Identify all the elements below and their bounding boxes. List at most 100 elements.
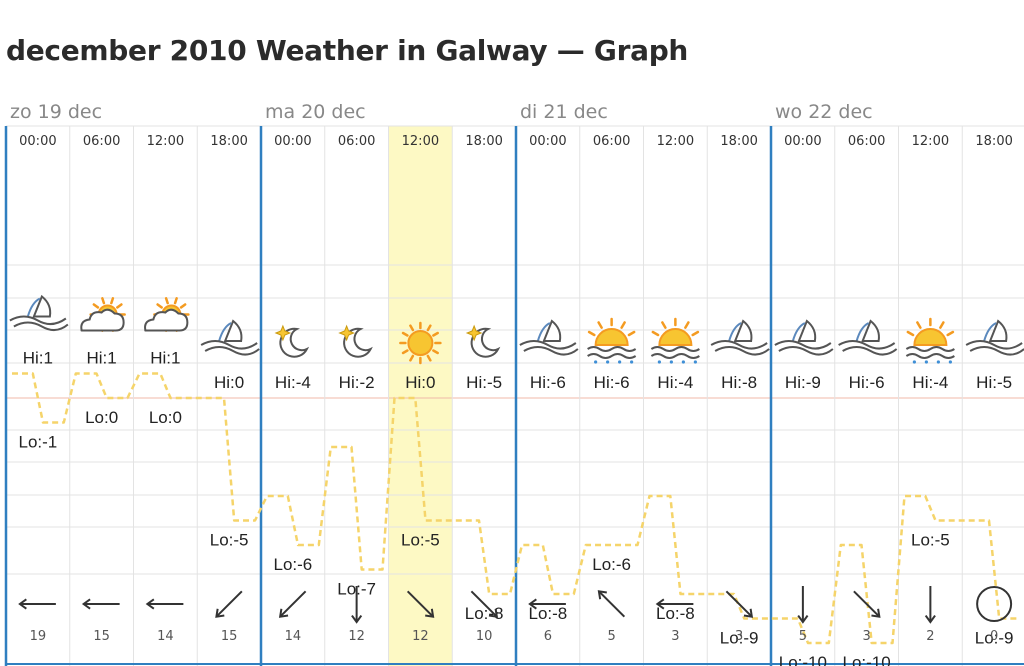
lo-temp-label: Lo:-10 [843, 653, 891, 666]
wind-speed-label: 5 [607, 629, 615, 644]
sun-ray [620, 321, 626, 329]
sun-ray [409, 324, 415, 332]
arrow-shaft [470, 590, 498, 618]
night-cloud-icon [774, 319, 834, 356]
lo-temp-label: Lo:-6 [274, 555, 313, 574]
time-label: 06:00 [338, 134, 375, 149]
lo-temp-label: Lo:-8 [656, 604, 695, 623]
time-label: 00:00 [529, 134, 566, 149]
time-label: 12:00 [912, 134, 949, 149]
sail-shape [733, 319, 753, 342]
time-label: 06:00 [83, 134, 120, 149]
time-label: 12:00 [402, 134, 439, 149]
hi-temp-label: Hi:1 [23, 349, 53, 368]
time-label: 18:00 [720, 134, 757, 149]
lo-temp-label: Lo:0 [149, 408, 182, 427]
wave-line [774, 340, 832, 350]
sunrise-icon [650, 317, 700, 364]
sun-ray [156, 303, 163, 309]
sun-ray [939, 321, 945, 329]
sun-ray [92, 303, 100, 309]
wind-speed-label: 12 [412, 629, 429, 644]
lo-temp-label: Lo:-5 [401, 531, 440, 550]
sun-ray [661, 321, 667, 329]
sail-accent [536, 322, 551, 342]
sun-ray [116, 303, 123, 309]
sail-accent [983, 322, 997, 342]
sail-accent [791, 322, 806, 342]
arrow-head [488, 608, 499, 618]
sun-ray [627, 330, 636, 337]
arrow-head [871, 608, 881, 618]
sun-ray [110, 297, 115, 305]
lo-temp-label: Lo:-1 [19, 433, 58, 452]
lo-temp-label: Lo:-10 [779, 653, 827, 666]
time-label: 06:00 [593, 134, 630, 149]
sun-ray [173, 297, 178, 305]
wind-speed-label: 14 [157, 629, 174, 644]
time-label: 00:00 [19, 134, 56, 149]
sun-icon [399, 321, 442, 365]
sun-ray [916, 321, 922, 329]
droplet-dot [618, 360, 622, 364]
sail-shape [797, 319, 817, 342]
weather-graph: zo 19 dec ma 20 dec di 21 dec wo 22 dec 00:0… [4, 101, 1024, 666]
sun-ray [409, 354, 415, 362]
wind-arrow-icon [853, 590, 881, 618]
lo-temp-label: Lo:-5 [911, 531, 950, 550]
droplet-dot [657, 360, 661, 364]
arrow-head [797, 614, 809, 624]
sun-ray [597, 321, 603, 329]
sun-ray [401, 331, 409, 337]
wave-line [13, 321, 69, 331]
sun-ray [426, 324, 432, 332]
wave-line [650, 346, 700, 352]
sail-accent [26, 297, 41, 317]
wind-speed-label: 15 [93, 629, 110, 644]
time-label: 18:00 [465, 134, 502, 149]
wind-speed-label: 14 [285, 629, 302, 644]
wave-line [9, 315, 67, 325]
night-cloud-icon [838, 319, 898, 356]
wave-line [905, 353, 955, 359]
arrow-head [743, 608, 754, 618]
wave-line [204, 346, 260, 356]
arrow-shaft [215, 590, 243, 618]
wind-arrow-icon [725, 590, 754, 618]
night-cloud-icon [519, 319, 579, 356]
page-title: december 2010 Weather in Galway — Graph [6, 34, 689, 67]
lo-temp-label: Lo:-6 [592, 555, 631, 574]
sun-ray [401, 349, 409, 355]
moon-icon [465, 324, 501, 358]
lo-temp-label: Lo:-5 [210, 531, 249, 550]
sun-ray [906, 330, 915, 337]
wind-arrow-icon [18, 598, 56, 610]
half-sun [913, 328, 948, 346]
sail-shape [223, 319, 243, 342]
day-label: di 21 dec [520, 101, 608, 123]
time-label: 06:00 [848, 134, 885, 149]
sail-accent [855, 322, 870, 342]
cloud-shape [80, 308, 125, 332]
wind-arrow-icon [924, 586, 936, 624]
half-sun [658, 328, 693, 346]
wind-arrow-icon [976, 586, 1013, 622]
droplet-dot [912, 360, 916, 364]
day-label: ma 20 dec [265, 101, 366, 123]
sail-shape [988, 319, 1008, 342]
arrow-head [924, 614, 936, 624]
wind-arrow-icon [470, 590, 499, 618]
time-label: 00:00 [274, 134, 311, 149]
time-label: 18:00 [975, 134, 1012, 149]
lo-temp-label: Lo:-8 [529, 604, 568, 623]
arrow-head [215, 608, 225, 618]
wind-speed-label: 3 [735, 629, 743, 644]
droplet-dot [936, 360, 940, 364]
wave-line [969, 346, 1024, 356]
lo-temp-label: Lo:-9 [720, 629, 759, 648]
wind-arrow-icon [81, 598, 120, 610]
lo-temp-label: Lo:-8 [465, 604, 504, 623]
wave-line [200, 340, 258, 350]
arrow-head [655, 598, 665, 610]
hi-temp-label: Hi:0 [214, 373, 244, 392]
